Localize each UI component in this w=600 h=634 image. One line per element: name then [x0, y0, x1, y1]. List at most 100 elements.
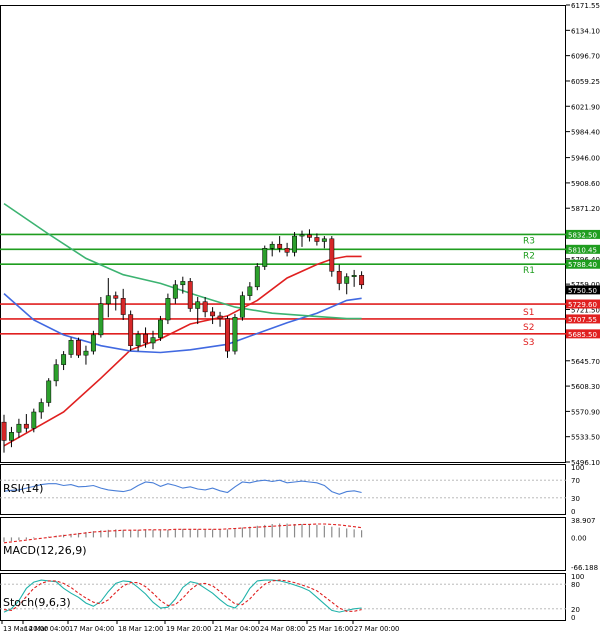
candle-body	[187, 281, 193, 309]
candle-body	[277, 243, 283, 249]
price-tick-label: 5908.60	[571, 180, 600, 188]
time-tick-label: 19 Mar 20:00	[166, 625, 211, 633]
candle-body	[254, 266, 260, 288]
level-price-tag-bg	[566, 259, 600, 269]
price-tick-label: 6134.10	[571, 27, 600, 35]
time-tick-label: 24 Mar 08:00	[260, 625, 305, 633]
indicator-pane-frame-1	[0, 464, 566, 515]
candle-body	[158, 319, 163, 338]
price-tick-label: 5570.90	[571, 408, 600, 416]
candle-body	[172, 284, 178, 299]
level-price-tag: 5788.40	[568, 261, 597, 269]
candle-body	[16, 423, 22, 433]
candle-body	[83, 350, 89, 356]
candle-body	[165, 298, 171, 321]
price-tick-label: 6171.55	[571, 2, 600, 10]
indicator-series-line	[3, 579, 362, 613]
price-tick-label: 5984.40	[571, 129, 600, 137]
level-name-r3: R3	[523, 236, 535, 246]
candle-body	[61, 354, 67, 365]
candle-body	[150, 337, 156, 344]
level-price-tag-bg	[566, 314, 600, 324]
candle-body	[210, 311, 216, 317]
candle-body	[262, 248, 268, 267]
level-price-tag-bg	[566, 299, 600, 309]
time-tick-label: 25 Mar 16:00	[308, 625, 353, 633]
level-price-tag-bg	[566, 244, 600, 254]
candle-body	[359, 275, 365, 286]
time-tick-label: 17 Mar 04:00	[69, 625, 114, 633]
candle-body	[307, 234, 312, 238]
moving-average-line-2	[3, 293, 362, 354]
candle-body	[90, 334, 96, 352]
price-tick-label: 6021.90	[571, 103, 600, 111]
candle-body	[202, 301, 208, 313]
indicator-tick-label: 20	[571, 606, 580, 614]
price-tick-label: 5496.10	[571, 459, 600, 467]
price-tick-label: 5721.50	[571, 306, 600, 314]
indicator-tick-label: 0	[571, 614, 575, 622]
candle-body	[299, 234, 305, 237]
level-name-r2: R2	[523, 251, 535, 261]
candle-body	[46, 380, 52, 403]
level-price-tag-bg	[566, 329, 600, 339]
indicator-tick-label: -66.188	[571, 564, 598, 572]
price-tick-label: 6059.25	[571, 78, 600, 86]
candle-body	[113, 295, 119, 299]
candle-body	[98, 303, 104, 336]
candle-body	[292, 235, 298, 253]
time-tick-label: 27 Mar 00:00	[354, 625, 399, 633]
candle-body	[247, 286, 253, 296]
price-tick-label: 5645.70	[571, 358, 600, 366]
price-tick-label: 5946.00	[571, 155, 600, 163]
indicator-tick-label: 100	[571, 464, 584, 472]
current-price-tag-bg	[566, 285, 600, 295]
candle-body	[217, 315, 223, 319]
level-price-tag: 5685.50	[568, 331, 597, 339]
level-name-r1: R1	[523, 266, 535, 276]
indicator-pane-frame-2	[0, 517, 566, 571]
candle-body	[38, 402, 44, 413]
level-name-s1: S1	[523, 308, 534, 318]
candle-body	[135, 333, 141, 346]
candle-body	[321, 238, 327, 242]
indicator-tick-label: 0.00	[571, 534, 587, 542]
time-tick-label: 14 Mar 04:00	[24, 625, 69, 633]
indicator-pane-frame-3	[0, 573, 566, 621]
candle-body	[68, 340, 74, 355]
price-tick-label: 5759.00	[571, 281, 600, 289]
candle-body	[128, 314, 134, 346]
indicator-series-line	[3, 523, 362, 544]
candle-body	[344, 276, 350, 284]
level-price-tag: 5810.45	[568, 246, 597, 254]
candle-body	[336, 271, 342, 284]
candle-body	[9, 432, 14, 441]
indicator-tick-label: 100	[571, 573, 584, 581]
indicator-tick-label: 0	[571, 508, 575, 516]
current-price-tag: 5750.50	[568, 287, 597, 295]
level-name-s3: S3	[523, 338, 534, 348]
candle-body	[143, 333, 149, 344]
time-tick-label: 21 Mar 04:00	[214, 625, 259, 633]
indicator-tick-label: 80	[571, 581, 580, 589]
candle-body	[180, 281, 186, 286]
price-tick-label: 6096.70	[571, 53, 600, 61]
candle-body	[23, 423, 29, 429]
candle-body	[329, 238, 335, 272]
price-tick-label: 5608.30	[571, 383, 600, 391]
candle-body	[239, 295, 245, 318]
indicator-tick-label: 70	[571, 477, 580, 485]
level-price-tag: 5729.60	[568, 301, 597, 309]
moving-average-line-3	[3, 202, 362, 320]
candle-body	[351, 275, 357, 277]
price-tick-label: 5871.20	[571, 205, 600, 213]
candle-body	[225, 318, 230, 352]
indicator-label: MACD(12,26,9)	[3, 544, 87, 557]
indicator-tick-label: 38.907	[571, 517, 596, 525]
candle-body	[76, 340, 81, 356]
candle-body	[31, 411, 37, 429]
candle-body	[232, 317, 238, 352]
candle-body	[1, 421, 7, 441]
candle-body	[120, 298, 126, 315]
